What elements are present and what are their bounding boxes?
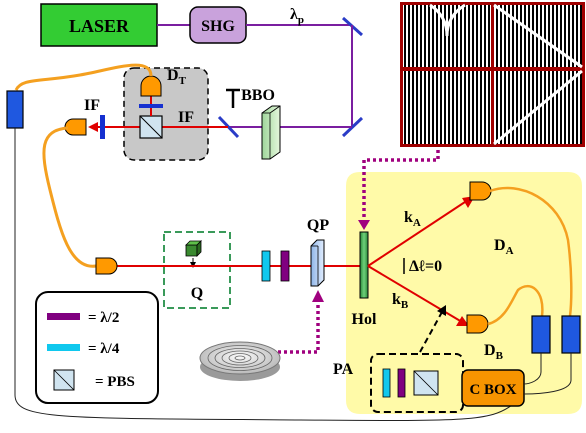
quarter-wave-plate (261, 250, 271, 282)
shg-label: SHG (201, 18, 235, 35)
pa-label: PA (333, 361, 354, 378)
fiber-a (489, 186, 573, 317)
k-b-sub: B (401, 299, 409, 311)
legend-quarter-wave: = λ/4 (88, 341, 120, 357)
coupler-idler (64, 118, 87, 136)
detector-module-left (6, 90, 24, 129)
k-b-label: k (392, 291, 401, 308)
if-left-label: IF (84, 97, 100, 114)
mirror-bottom-right (341, 116, 364, 138)
q-label: Q (191, 285, 203, 302)
beam-a (367, 199, 469, 267)
mirror-bbo (217, 115, 240, 139)
trigger-box (123, 67, 209, 161)
detector-a-sub: A (506, 245, 514, 257)
svg-text:DT: DT (167, 67, 187, 87)
pa-arrow (419, 311, 443, 353)
detector-b (466, 314, 489, 334)
detector-t (140, 75, 162, 97)
k-a-sub: A (413, 217, 421, 229)
if-filter-box (139, 104, 163, 108)
svg-text:DA: DA (494, 237, 514, 257)
cbox-label: C BOX (469, 382, 516, 398)
detector-b-sub: B (496, 350, 504, 362)
cable-b (523, 353, 542, 385)
k-a-label: k (404, 209, 413, 226)
link-disk-qp (278, 300, 320, 354)
svg-text:kA: kA (404, 209, 421, 229)
coincidence-cable (14, 128, 513, 421)
pa-quarter-wave (382, 368, 391, 398)
fiber-trigger (14, 63, 153, 91)
spiral-phase-disk (199, 341, 281, 381)
pa-half-wave (397, 368, 406, 398)
beam-idler-arrow (88, 122, 98, 132)
pump-sub: p (298, 14, 304, 26)
laser-label: LASER (69, 16, 130, 36)
qp-label: QP (307, 217, 329, 234)
if-filter-left (100, 115, 105, 139)
detector-a (469, 181, 492, 201)
detector-t-sub: T (179, 75, 187, 87)
pump-label: λ (290, 6, 298, 23)
fiber-idler (42, 126, 97, 268)
bbo-label: BBO (241, 87, 275, 104)
svg-text:kB: kB (392, 291, 409, 311)
legend-pbs: = PBS (95, 374, 135, 390)
bbo-crystal (261, 105, 281, 160)
hologram (359, 231, 369, 299)
q-plate (310, 239, 325, 287)
beam-b (367, 265, 463, 323)
svg-text:DB: DB (484, 342, 504, 362)
svg-text:λp: λp (290, 6, 304, 26)
detector-module-b (531, 315, 551, 354)
cable-a (523, 353, 572, 395)
delta-l-label: Δℓ=0 (409, 258, 442, 275)
if-box-label: IF (178, 109, 194, 126)
detector-a-label: D (494, 237, 506, 254)
link-pattern-hologram (362, 150, 440, 222)
coupler-signal (95, 257, 118, 275)
q-cube (185, 244, 198, 257)
legend-half-wave-swatch (47, 313, 80, 320)
half-wave-plate (280, 250, 290, 282)
hologram-label: Hol (352, 311, 377, 328)
detector-b-label: D (484, 342, 496, 359)
legend-half-wave: = λ/2 (88, 310, 119, 326)
fiber-b (487, 284, 544, 326)
detector-t-label: D (167, 67, 179, 84)
coincidence-box (461, 369, 525, 407)
legend-quarter-wave-swatch (47, 344, 80, 351)
q-box (163, 231, 231, 309)
detector-module-a (561, 315, 581, 354)
